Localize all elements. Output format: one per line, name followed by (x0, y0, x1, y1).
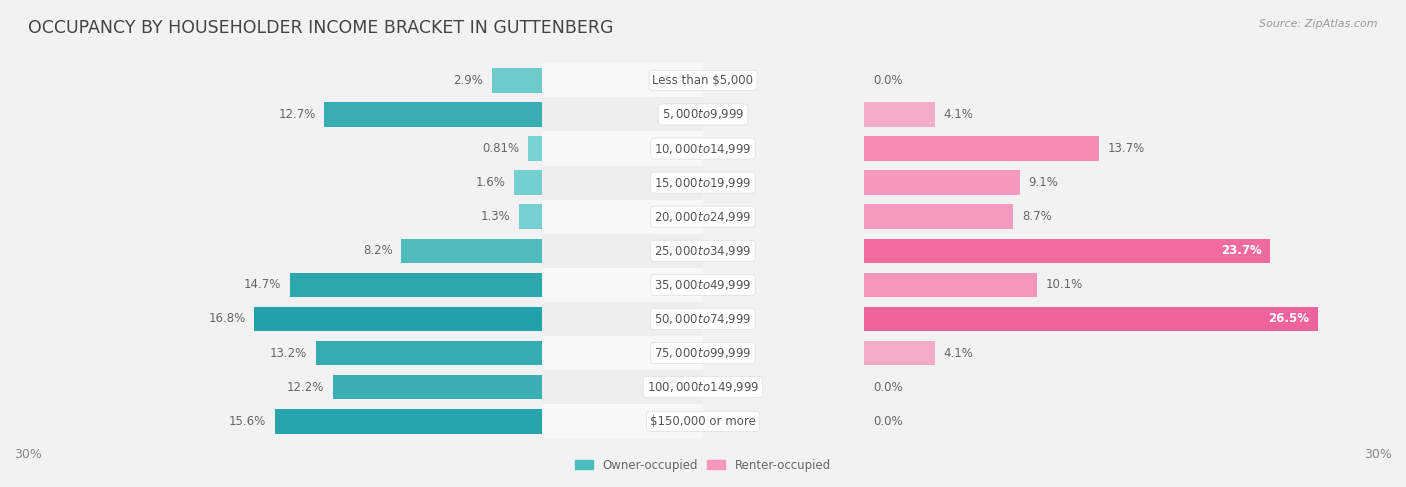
Bar (0, 166, 703, 200)
Text: 23.7%: 23.7% (1220, 244, 1261, 257)
Text: $25,000 to $34,999: $25,000 to $34,999 (654, 244, 752, 258)
Bar (0, 131, 865, 166)
Text: 0.0%: 0.0% (873, 415, 903, 428)
Bar (0, 200, 865, 234)
Text: 8.7%: 8.7% (1022, 210, 1052, 223)
Text: 0.81%: 0.81% (482, 142, 519, 155)
Bar (325, 102, 541, 127)
Bar (865, 136, 1099, 161)
Text: 14.7%: 14.7% (245, 279, 281, 291)
Bar (0, 200, 703, 234)
Bar (527, 136, 541, 161)
Bar (492, 68, 541, 93)
Bar (0, 404, 865, 438)
Bar (0, 131, 703, 166)
Bar (401, 239, 541, 263)
Bar (541, 131, 1406, 166)
Bar (0, 63, 703, 97)
Text: 9.1%: 9.1% (1029, 176, 1059, 189)
Bar (541, 302, 1406, 336)
Bar (0, 268, 703, 302)
Bar (541, 336, 1406, 370)
Bar (0, 336, 865, 370)
Text: 0.0%: 0.0% (873, 74, 903, 87)
Text: 12.2%: 12.2% (287, 381, 325, 393)
Bar (0, 302, 703, 336)
Bar (274, 409, 541, 433)
Text: 16.8%: 16.8% (208, 313, 246, 325)
Text: $5,000 to $9,999: $5,000 to $9,999 (662, 108, 744, 121)
Bar (0, 268, 865, 302)
Text: $75,000 to $99,999: $75,000 to $99,999 (654, 346, 752, 360)
Text: 4.1%: 4.1% (943, 347, 973, 359)
Bar (865, 273, 1038, 297)
Text: 1.6%: 1.6% (475, 176, 506, 189)
Text: 0.0%: 0.0% (873, 381, 903, 393)
Bar (333, 375, 541, 399)
Text: 2.9%: 2.9% (454, 74, 484, 87)
Bar (541, 97, 1406, 131)
Text: 13.2%: 13.2% (270, 347, 307, 359)
Text: 1.3%: 1.3% (481, 210, 510, 223)
Text: $35,000 to $49,999: $35,000 to $49,999 (654, 278, 752, 292)
Bar (519, 205, 541, 229)
Bar (254, 307, 541, 331)
Bar (0, 370, 703, 404)
Bar (0, 63, 865, 97)
Text: OCCUPANCY BY HOUSEHOLDER INCOME BRACKET IN GUTTENBERG: OCCUPANCY BY HOUSEHOLDER INCOME BRACKET … (28, 19, 613, 37)
Bar (541, 234, 1406, 268)
Bar (0, 336, 703, 370)
Bar (0, 166, 865, 200)
Bar (541, 404, 1406, 438)
Bar (865, 102, 935, 127)
Text: $10,000 to $14,999: $10,000 to $14,999 (654, 142, 752, 155)
Text: $50,000 to $74,999: $50,000 to $74,999 (654, 312, 752, 326)
Legend: Owner-occupied, Renter-occupied: Owner-occupied, Renter-occupied (571, 454, 835, 476)
Bar (0, 302, 865, 336)
Text: $20,000 to $24,999: $20,000 to $24,999 (654, 210, 752, 224)
Text: 12.7%: 12.7% (278, 108, 316, 121)
Bar (541, 370, 1406, 404)
Text: 26.5%: 26.5% (1268, 313, 1309, 325)
Bar (0, 234, 703, 268)
Bar (0, 97, 703, 131)
Bar (865, 239, 1270, 263)
Text: $100,000 to $149,999: $100,000 to $149,999 (647, 380, 759, 394)
Bar (865, 170, 1021, 195)
Bar (865, 341, 935, 365)
Text: 4.1%: 4.1% (943, 108, 973, 121)
Bar (290, 273, 541, 297)
Bar (0, 404, 703, 438)
Bar (316, 341, 541, 365)
Text: $150,000 or more: $150,000 or more (650, 415, 756, 428)
Text: Less than $5,000: Less than $5,000 (652, 74, 754, 87)
Bar (865, 307, 1317, 331)
Text: 8.2%: 8.2% (363, 244, 392, 257)
Text: 13.7%: 13.7% (1108, 142, 1144, 155)
Bar (541, 63, 1406, 97)
Text: 15.6%: 15.6% (229, 415, 266, 428)
Bar (515, 170, 541, 195)
Bar (0, 370, 865, 404)
Bar (541, 268, 1406, 302)
Bar (0, 97, 865, 131)
Text: Source: ZipAtlas.com: Source: ZipAtlas.com (1260, 19, 1378, 30)
Text: 10.1%: 10.1% (1046, 279, 1083, 291)
Bar (865, 205, 1014, 229)
Bar (541, 200, 1406, 234)
Text: $15,000 to $19,999: $15,000 to $19,999 (654, 176, 752, 189)
Bar (0, 234, 865, 268)
Bar (541, 166, 1406, 200)
